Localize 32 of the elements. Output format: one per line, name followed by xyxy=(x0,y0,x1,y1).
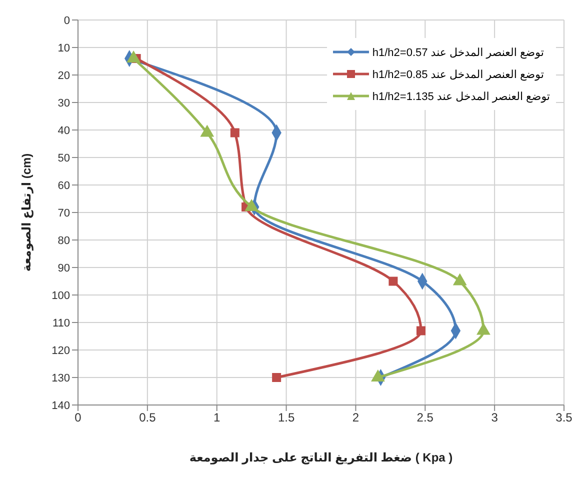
point xyxy=(272,373,282,382)
x-tick-label: 3 xyxy=(491,410,498,425)
x-tick-label: 3.5 xyxy=(556,410,573,425)
y-tick-label: 10 xyxy=(58,42,70,54)
legend-label: توضع العنصر المدخل عند h1/h2=0.85 xyxy=(372,68,544,80)
point xyxy=(230,128,240,138)
point xyxy=(416,326,426,336)
legend-label: توضع العنصر المدخل عند h1/h2=0.57 xyxy=(372,46,544,58)
x-axis-title: ضغط التفريغ الناتج على جدار الصومعة ( Kpa ) xyxy=(189,450,453,465)
y-tick-label: 80 xyxy=(58,234,70,247)
y-tick-label: 40 xyxy=(58,124,70,137)
x-tick-label: 1 xyxy=(214,410,221,425)
y-tick-label: 100 xyxy=(52,290,70,302)
y-tick-label: 0 xyxy=(64,14,70,27)
x-tick-label: 2.5 xyxy=(416,410,434,425)
legend-label: توضع العنصر المدخل عند h1/h2=1.135 xyxy=(372,90,550,102)
x-tick-label: 2 xyxy=(352,410,360,425)
y-tick-label: 110 xyxy=(52,317,70,330)
x-tick-label: 0.5 xyxy=(139,410,156,425)
y-tick-label: 70 xyxy=(58,207,70,220)
x-tick-label: 1.5 xyxy=(278,410,295,425)
y-tick-label: 120 xyxy=(52,344,70,357)
y-tick-label: 60 xyxy=(58,180,70,192)
point xyxy=(388,276,398,286)
y-tick-label: 140 xyxy=(52,400,70,412)
y-tick-label: 20 xyxy=(58,70,70,82)
y-tick-label: 30 xyxy=(58,97,70,110)
y-tick-label: 130 xyxy=(52,372,70,384)
y-tick-label: 90 xyxy=(58,262,70,274)
y-axis-title: ارتفاع الصومعة (cm) xyxy=(19,153,34,272)
x-tick-label: 0 xyxy=(74,410,82,425)
y-tick-label: 50 xyxy=(58,152,70,164)
